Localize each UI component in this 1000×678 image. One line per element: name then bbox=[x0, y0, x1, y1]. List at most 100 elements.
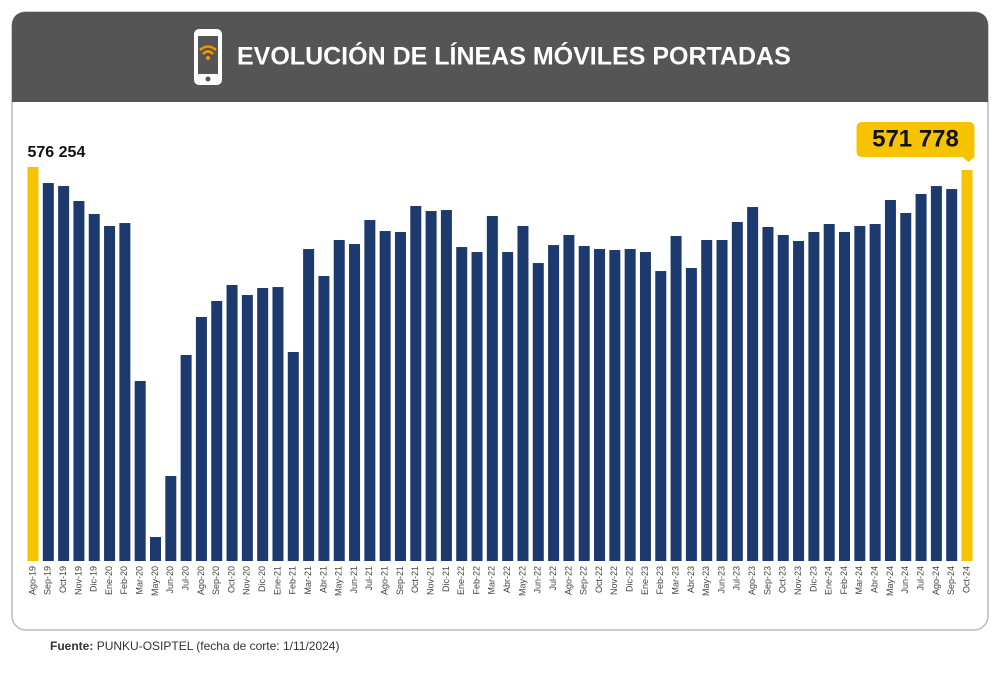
bar bbox=[134, 380, 146, 561]
x-tick-label: Ene-22 bbox=[456, 566, 466, 595]
source-text: PUNKU-OSIPTEL (fecha de corte: 1/11/2024… bbox=[97, 639, 340, 653]
bar bbox=[900, 212, 912, 561]
x-tick-label: Feb-22 bbox=[471, 566, 481, 595]
x-tick-label: May-22 bbox=[517, 566, 527, 596]
x-tick-label: Dic-20 bbox=[257, 566, 267, 592]
x-tick-label: Jun-21 bbox=[349, 566, 359, 594]
x-tick-label: Jul-22 bbox=[548, 566, 558, 591]
bar bbox=[624, 249, 636, 562]
x-tick-label: Mar-21 bbox=[303, 566, 313, 595]
x-tick-label: Mar-24 bbox=[854, 566, 864, 595]
x-tick-label: Ago-24 bbox=[931, 566, 941, 595]
bar bbox=[915, 193, 927, 561]
bar bbox=[471, 252, 483, 561]
bar bbox=[517, 225, 529, 561]
bar bbox=[149, 537, 161, 561]
bar bbox=[823, 223, 835, 561]
x-tick-label: Abr-23 bbox=[686, 566, 696, 593]
value-label: 576 254 bbox=[28, 144, 86, 161]
x-tick-label: Jun-24 bbox=[900, 566, 910, 594]
bar bbox=[884, 199, 896, 561]
bar bbox=[946, 189, 958, 561]
x-tick-label: Jul-21 bbox=[364, 566, 374, 591]
bar bbox=[440, 210, 452, 561]
bar bbox=[42, 183, 54, 561]
x-tick-label: Nov-20 bbox=[242, 566, 252, 595]
x-tick-label: Mar-23 bbox=[670, 566, 680, 595]
bar bbox=[364, 220, 376, 562]
phone-icon bbox=[194, 29, 222, 85]
bar bbox=[211, 300, 223, 561]
x-tick-label: Abr-24 bbox=[870, 566, 880, 593]
bar bbox=[793, 241, 805, 561]
x-tick-label: Oct-22 bbox=[594, 566, 604, 593]
bar bbox=[241, 295, 253, 561]
x-tick-label: Jul-24 bbox=[915, 566, 925, 591]
source: Fuente: PUNKU-OSIPTEL (fecha de corte: 1… bbox=[50, 639, 339, 653]
bar bbox=[548, 245, 560, 561]
x-tick-label: Nov-19 bbox=[73, 566, 83, 595]
x-tick-label: May-24 bbox=[885, 566, 895, 596]
x-tick-label: Dic-23 bbox=[808, 566, 818, 592]
x-tick-label: Sep-21 bbox=[395, 566, 405, 595]
x-tick-label: Jun-22 bbox=[533, 566, 543, 594]
bar bbox=[88, 214, 100, 561]
bar bbox=[303, 249, 315, 562]
x-tick-label: Ene-21 bbox=[272, 566, 282, 595]
x-tick-label: Mar-22 bbox=[487, 566, 497, 595]
x-tick-label: Ago-22 bbox=[563, 566, 573, 595]
x-tick-label: May-21 bbox=[334, 566, 344, 596]
x-tick-label: Dic-21 bbox=[441, 566, 451, 592]
bar bbox=[410, 206, 422, 561]
bar bbox=[58, 186, 70, 562]
x-tick-label: Ago-23 bbox=[747, 566, 757, 595]
bar bbox=[716, 239, 728, 561]
bar bbox=[777, 234, 789, 561]
x-tick-label: May-23 bbox=[701, 566, 711, 596]
x-tick-label: Oct-20 bbox=[226, 566, 236, 593]
bar bbox=[394, 231, 406, 562]
bar bbox=[563, 234, 575, 561]
bar bbox=[425, 211, 437, 561]
value-label: 571 778 bbox=[872, 125, 959, 152]
x-tick-label: Jun-20 bbox=[165, 566, 175, 594]
bar bbox=[272, 287, 284, 561]
bar bbox=[762, 226, 774, 562]
source-label: Fuente: bbox=[50, 639, 93, 653]
x-tick-label: Nov-22 bbox=[609, 566, 619, 595]
bar bbox=[808, 231, 820, 562]
bar bbox=[670, 236, 682, 561]
bar bbox=[318, 276, 330, 561]
bar bbox=[456, 247, 468, 561]
x-tick-label: May-20 bbox=[150, 566, 160, 596]
x-tick-label: Feb-20 bbox=[119, 566, 129, 595]
x-tick-label: Ene-24 bbox=[824, 566, 834, 595]
header bbox=[12, 12, 988, 102]
bar bbox=[333, 239, 345, 561]
x-tick-label: Nov-23 bbox=[793, 566, 803, 595]
bar bbox=[257, 287, 269, 561]
bar bbox=[639, 252, 651, 561]
chart-title: EVOLUCIÓN DE LÍNEAS MÓVILES PORTADAS bbox=[237, 41, 791, 71]
x-tick-label: Oct-19 bbox=[58, 566, 68, 593]
bar bbox=[930, 186, 942, 562]
bar bbox=[502, 252, 514, 561]
bar bbox=[609, 250, 621, 561]
x-tick-label: Sep-24 bbox=[946, 566, 956, 595]
bar bbox=[594, 249, 606, 562]
x-tick-label: Feb-24 bbox=[839, 566, 849, 595]
bar bbox=[655, 271, 667, 561]
x-tick-label: Sep-19 bbox=[43, 566, 53, 595]
x-tick-label: Sep-22 bbox=[579, 566, 589, 595]
x-tick-label: Ago-21 bbox=[380, 566, 390, 595]
x-tick-label: Oct-24 bbox=[961, 566, 971, 593]
bar bbox=[701, 239, 713, 561]
x-tick-label: Oct-21 bbox=[410, 566, 420, 593]
bar bbox=[839, 231, 851, 562]
bar bbox=[180, 354, 192, 561]
bar bbox=[226, 284, 238, 561]
x-tick-label: Feb-21 bbox=[288, 566, 298, 595]
x-tick-label: Jun-23 bbox=[716, 566, 726, 594]
